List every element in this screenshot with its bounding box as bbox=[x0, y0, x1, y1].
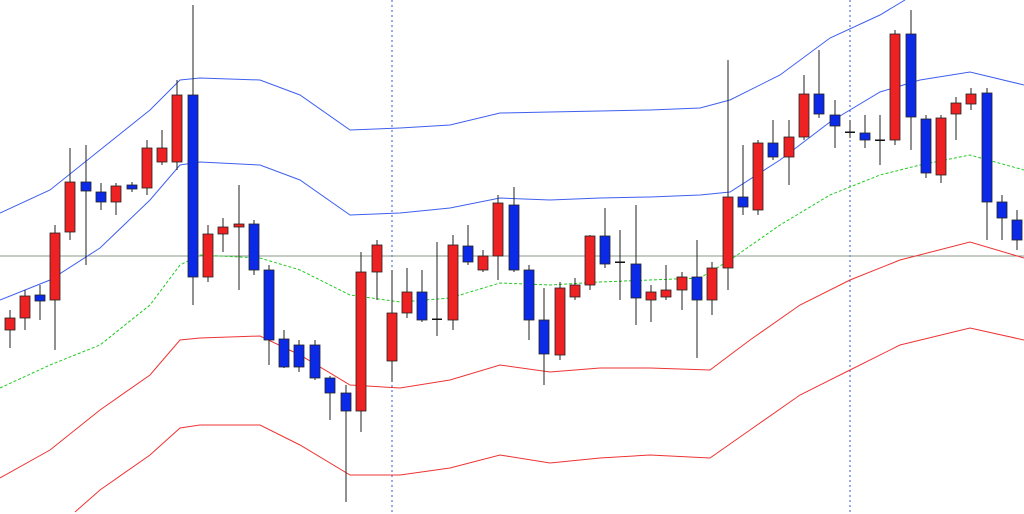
candle-body bbox=[293, 344, 305, 368]
candle-body bbox=[523, 269, 535, 321]
candle-body bbox=[722, 196, 734, 269]
candle-body bbox=[64, 181, 76, 233]
candle-body bbox=[829, 114, 841, 127]
candle-body bbox=[935, 117, 947, 176]
candle-body bbox=[340, 392, 352, 412]
candle-body bbox=[767, 142, 779, 158]
candle-body bbox=[630, 263, 642, 299]
candle-body bbox=[584, 235, 596, 286]
candle-body bbox=[386, 312, 398, 362]
candle-body bbox=[691, 276, 703, 301]
candle-body bbox=[4, 317, 16, 331]
candle-body bbox=[355, 271, 367, 412]
candle-body bbox=[859, 132, 871, 141]
candle-body bbox=[126, 184, 138, 190]
candle-body bbox=[845, 131, 855, 133]
candle-body bbox=[783, 136, 795, 158]
candle-body bbox=[737, 196, 749, 208]
candle-body bbox=[156, 147, 168, 163]
candle-body bbox=[996, 201, 1008, 219]
candle-body bbox=[171, 94, 183, 163]
candle-body bbox=[34, 294, 46, 302]
candle-body bbox=[233, 223, 245, 228]
candle-body bbox=[477, 255, 489, 271]
band-line bbox=[0, 71, 1024, 301]
candle-body bbox=[645, 291, 657, 301]
candle-body bbox=[202, 233, 214, 278]
candle-body bbox=[981, 92, 993, 203]
candle-body bbox=[263, 269, 275, 341]
band-line bbox=[0, 154, 1024, 389]
candle-body bbox=[248, 223, 260, 271]
candle-body bbox=[401, 291, 413, 314]
candle-body bbox=[889, 33, 901, 141]
candle-body bbox=[416, 291, 428, 321]
candle-body bbox=[217, 226, 229, 235]
candle-body bbox=[950, 102, 962, 115]
candle-body bbox=[538, 319, 550, 355]
candle-body bbox=[49, 232, 61, 301]
candle-body bbox=[80, 181, 92, 192]
candle-body bbox=[965, 93, 977, 105]
candle-body bbox=[660, 289, 672, 298]
candle-body bbox=[798, 93, 810, 138]
candle-body bbox=[920, 118, 932, 174]
candle-body bbox=[813, 93, 825, 115]
candle-body bbox=[432, 318, 442, 320]
candle-body bbox=[187, 94, 199, 278]
candle-body bbox=[508, 204, 520, 271]
candle-body bbox=[462, 245, 474, 263]
candle-body bbox=[1011, 219, 1023, 241]
candle-body bbox=[569, 284, 581, 298]
candle-body bbox=[676, 276, 688, 291]
band-line bbox=[0, 0, 906, 214]
candle-body bbox=[752, 142, 764, 211]
candle-body bbox=[141, 147, 153, 189]
band-line bbox=[0, 241, 1024, 479]
candle-body bbox=[599, 235, 611, 265]
candle-body bbox=[492, 202, 504, 257]
candle-body bbox=[615, 261, 625, 263]
candle-body bbox=[278, 338, 290, 368]
candle-body bbox=[447, 244, 459, 321]
candle-body bbox=[95, 191, 107, 203]
candle-body bbox=[309, 344, 321, 379]
candle-body bbox=[875, 139, 885, 141]
candle-body bbox=[706, 267, 718, 301]
candle-body bbox=[905, 33, 917, 118]
candle-body bbox=[110, 185, 122, 203]
candle-body bbox=[324, 377, 336, 394]
band-line bbox=[74, 327, 1024, 513]
candle-body bbox=[554, 287, 566, 356]
candle-body bbox=[19, 295, 31, 319]
candle-body bbox=[371, 244, 383, 273]
